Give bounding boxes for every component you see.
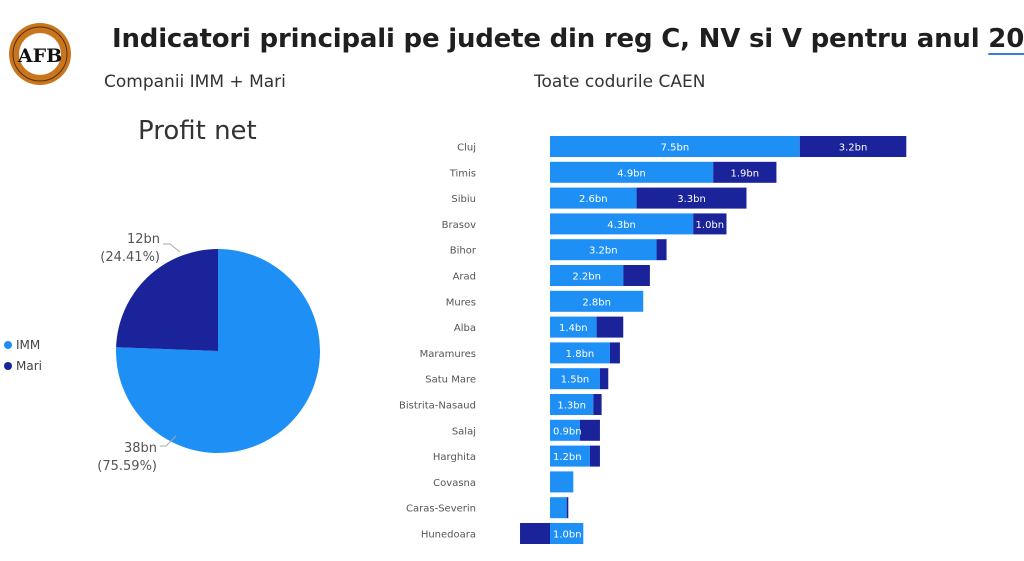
bar-value-label-imm: 7.5bn	[661, 143, 690, 154]
bar-category-label: Bistrita-Nasaud	[399, 401, 476, 412]
bar-segment-imm[interactable]	[550, 394, 594, 415]
bar-segment-imm[interactable]	[550, 213, 694, 235]
bar-category-label: Hunedoara	[421, 530, 476, 541]
bar-segment-imm[interactable]	[550, 239, 657, 261]
legend-swatch-imm	[4, 340, 12, 349]
bar-segment-mari[interactable]	[566, 497, 569, 519]
page-title-year: 2023	[988, 24, 1024, 54]
bar-segment-imm[interactable]	[550, 419, 580, 441]
subtitle-company-type: Companii IMM + Mari	[104, 72, 286, 92]
bar-segment-imm[interactable]	[550, 161, 714, 183]
legend-label-mari: Mari	[16, 358, 42, 373]
bar-value-label-imm: 1.0bn	[553, 530, 582, 541]
bar-category-label: Cluj	[457, 143, 476, 154]
bar-category-label: Alba	[454, 323, 476, 334]
logo-initials: AFB	[17, 45, 62, 67]
bar-category-label: Bihor	[450, 246, 477, 257]
bar-value-label-imm: 2.8bn	[582, 297, 611, 308]
legend-item-mari[interactable]: Mari	[4, 355, 42, 376]
bar-segment-mari[interactable]	[609, 342, 620, 364]
bar-value-label-mari: 3.3bn	[677, 194, 706, 205]
bar-value-label-imm: 4.9bn	[617, 168, 646, 179]
legend-item-imm[interactable]: IMM	[4, 334, 42, 355]
pie-chart-title: Profit net	[138, 116, 257, 146]
bar-category-label: Mures	[446, 297, 476, 308]
bar-segment-mari[interactable]	[593, 394, 602, 415]
bar-category-label: Salaj	[452, 426, 476, 437]
bar-value-label-imm: 4.3bn	[607, 220, 636, 231]
bar-value-label-imm: 1.2bn	[553, 452, 582, 463]
bar-value-label-mari: 1.9bn	[731, 168, 760, 179]
bar-segment-mari[interactable]	[599, 368, 609, 390]
bar-value-label-imm: 1.4bn	[559, 323, 588, 334]
bar-category-label: Maramures	[420, 349, 476, 360]
bar-segment-mari[interactable]	[713, 161, 777, 183]
bar-segment-imm[interactable]	[550, 368, 600, 390]
bar-segment-mari[interactable]	[693, 213, 727, 235]
bar-segment-imm[interactable]	[550, 445, 590, 467]
bar-category-label: Caras-Severin	[406, 504, 476, 515]
bar-category-label: Timis	[449, 168, 476, 179]
pie-legend: IMM Mari	[4, 334, 42, 376]
bar-category-label: Arad	[453, 272, 476, 283]
bar-value-label-imm: 3.2bn	[589, 246, 618, 257]
bar-segment-imm[interactable]	[550, 471, 574, 493]
bar-segment-imm[interactable]	[550, 497, 567, 519]
bar-segment-imm[interactable]	[550, 316, 597, 338]
bar-value-label-mari: 3.2bn	[839, 143, 868, 154]
bar-category-label: Satu Mare	[425, 375, 476, 386]
bar-value-label-imm: 1.5bn	[561, 375, 590, 386]
bar-category-label: Sibiu	[451, 194, 476, 205]
bar-value-label-imm: 2.6bn	[579, 194, 608, 205]
bar-segment-imm[interactable]	[550, 136, 800, 157]
bar-segment-mari[interactable]	[589, 445, 600, 467]
bar-category-label: Brasov	[442, 220, 476, 231]
bar-value-label-mari: 1.0bn	[696, 220, 725, 231]
bar-value-label-imm: 1.8bn	[566, 349, 595, 360]
company-logo: AFB	[9, 23, 71, 85]
bar-value-label-imm: 1.3bn	[557, 401, 586, 412]
page-title: Indicatori principali pe judete din reg …	[112, 24, 1024, 54]
legend-swatch-mari	[4, 361, 12, 370]
bar-segment-mari[interactable]	[520, 523, 550, 544]
bar-segment-imm[interactable]	[550, 290, 644, 312]
bar-segment-mari[interactable]	[636, 187, 747, 209]
bar-segment-imm[interactable]	[550, 342, 610, 364]
bar-segment-mari[interactable]	[579, 419, 600, 441]
bar-segment-imm[interactable]	[550, 265, 624, 286]
bar-category-label: Harghita	[433, 452, 476, 463]
bar-segment-imm[interactable]	[550, 523, 584, 544]
bar-segment-imm[interactable]	[550, 187, 637, 209]
legend-label-imm: IMM	[16, 337, 41, 352]
bar-segment-mari[interactable]	[596, 316, 624, 338]
bar-segment-mari[interactable]	[799, 136, 907, 157]
bar-segment-mari[interactable]	[623, 265, 650, 286]
bar-value-label-imm: 2.2bn	[572, 272, 601, 283]
subtitle-caen-codes: Toate codurile CAEN	[534, 72, 706, 92]
bar-segment-mari[interactable]	[656, 239, 667, 261]
page-title-main: Indicatori principali pe judete din reg …	[112, 24, 980, 54]
bar-category-label: Covasna	[433, 478, 476, 489]
bar-value-label-imm: 0.9bn	[553, 426, 582, 437]
